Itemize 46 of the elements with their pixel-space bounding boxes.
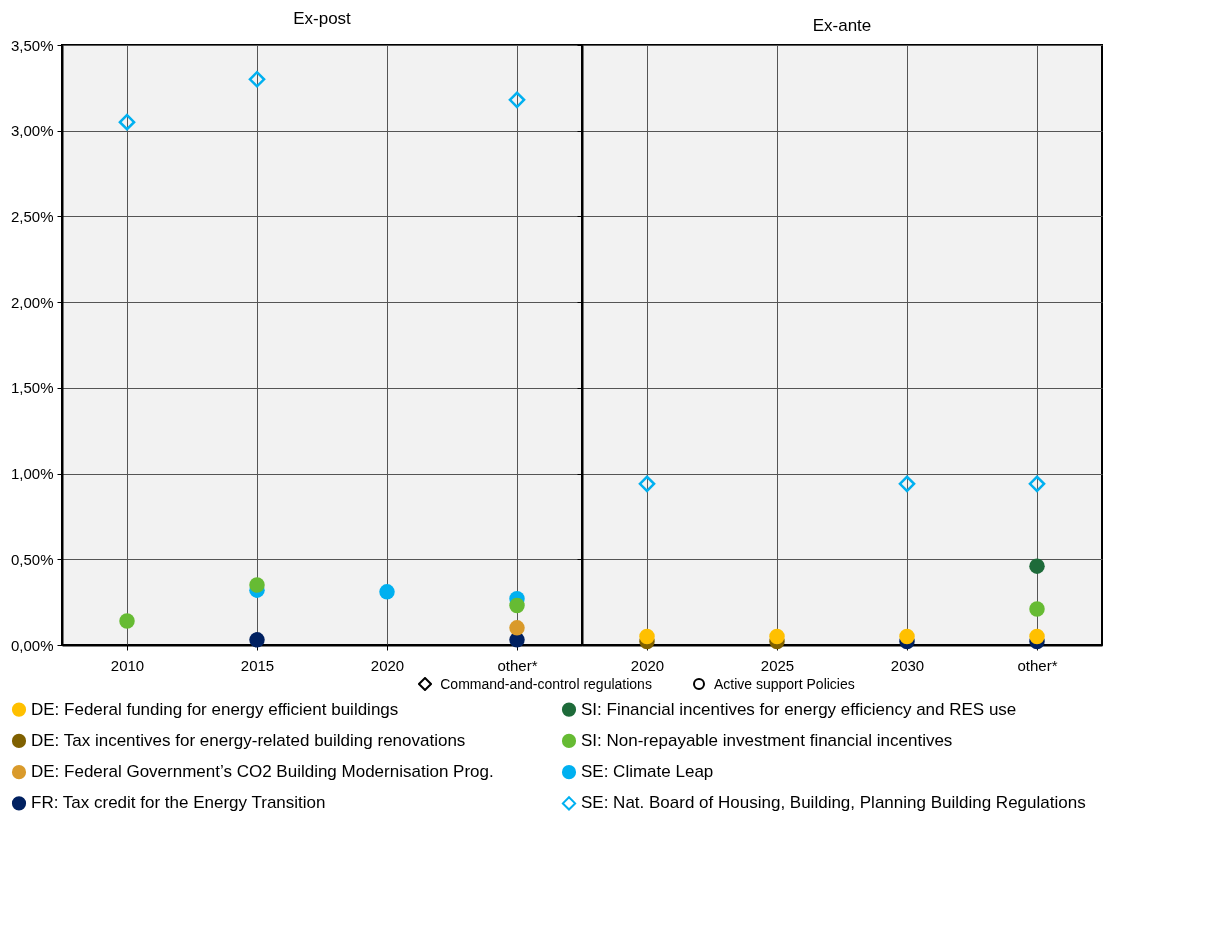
y-tick-label: 3,00% <box>10 122 54 140</box>
point <box>769 628 785 645</box>
point <box>639 628 655 645</box>
text: Command-and-control regulations <box>440 676 652 692</box>
legend-label: FR: Tax credit for the Energy Transition <box>31 793 326 813</box>
x-tick-label: 2015 <box>240 656 275 674</box>
point <box>898 475 916 493</box>
point <box>249 577 265 593</box>
legend-label: DE: Tax incentives for energy-related building renovations <box>31 730 466 750</box>
point <box>119 613 135 629</box>
point <box>509 597 525 614</box>
point <box>1029 628 1045 645</box>
y-tick-label: 3,50% <box>10 36 54 54</box>
point <box>248 70 266 88</box>
chart-title: Ex-ante <box>812 15 872 35</box>
point <box>1028 475 1046 493</box>
point <box>899 628 915 645</box>
legend-label: DE: Federal Government’s CO2 Building Modernisation Prog. <box>31 762 494 782</box>
text: Active support Policies <box>713 676 855 692</box>
x-tick-label: other* <box>1017 656 1058 674</box>
y-tick-label: 1,00% <box>10 465 54 483</box>
point <box>379 584 395 600</box>
x-tick-label: 2020 <box>630 656 665 674</box>
legend-label: SE: Nat. Board of Housing, Building, Planning Building Regulations <box>581 793 1086 813</box>
legend-label: SI: Financial incentives for energy efficiency and RES use <box>581 699 1017 719</box>
legend-label: SE: Climate Leap <box>581 762 714 782</box>
point <box>1029 601 1045 617</box>
chart-title: Ex-post <box>293 9 352 28</box>
point <box>118 113 136 131</box>
y-tick-label: 1,50% <box>10 379 54 397</box>
legend-label: DE: Federal funding for energy efficient buildings <box>31 699 399 719</box>
x-tick-label: 2020 <box>370 656 405 674</box>
y-tick-label: 0,50% <box>10 550 54 568</box>
y-tick-label: 2,00% <box>10 293 54 311</box>
point <box>509 620 525 636</box>
x-tick-label: 2010 <box>110 656 145 674</box>
x-tick-label: other* <box>497 656 538 674</box>
y-tick-label: 0,00% <box>10 636 54 654</box>
x-tick-label: 2025 <box>760 656 795 674</box>
point <box>508 91 526 109</box>
point <box>638 475 656 493</box>
legend-label: SI: Non-repayable investment financial incentives <box>581 730 953 750</box>
x-tick-label: 2030 <box>890 656 925 674</box>
point <box>249 632 265 648</box>
y-tick-label: 2,50% <box>10 207 54 225</box>
point <box>1029 558 1045 574</box>
